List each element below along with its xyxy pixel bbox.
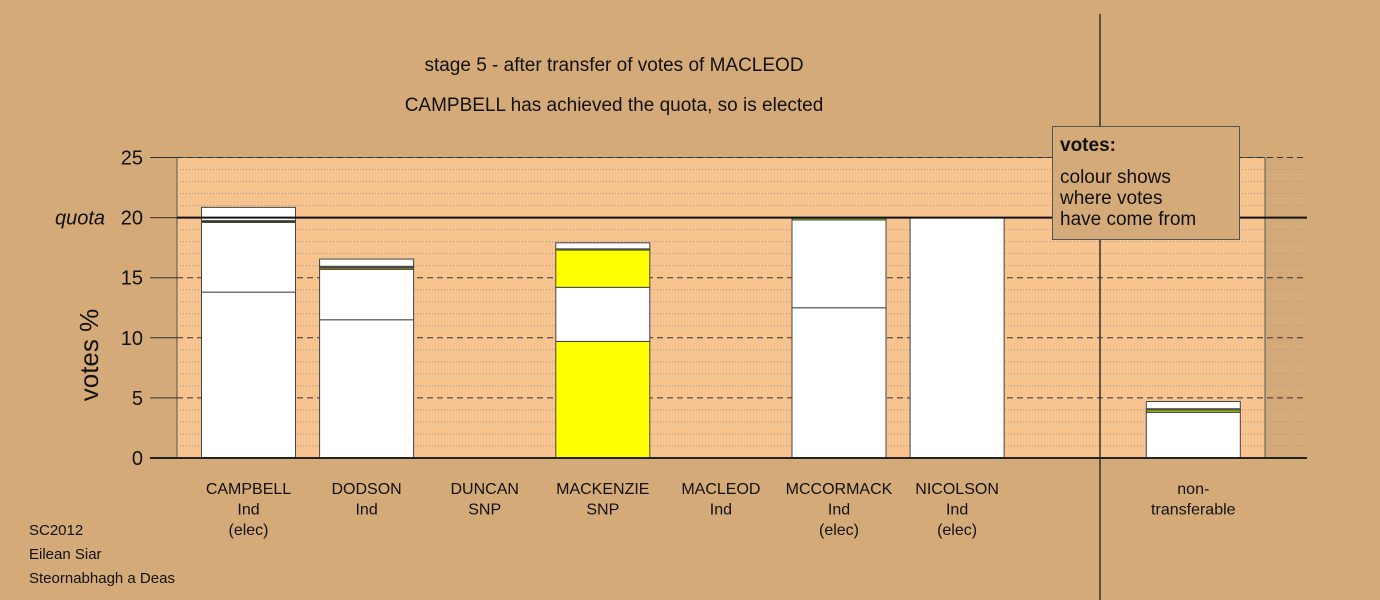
- bar-segment: [1145, 401, 1241, 410]
- bar-segment: [319, 319, 415, 459]
- bar-segment: [319, 258, 415, 267]
- chart-subtitle: CAMPBELL has achieved the quota, so is e…: [404, 95, 824, 116]
- x-tick-label: SNP: [468, 502, 501, 519]
- x-tick-label: NICOLSON: [915, 481, 999, 498]
- y-tick-label: 20: [121, 208, 143, 230]
- x-tick-label: MACKENZIE: [556, 481, 649, 498]
- chart-title: stage 5 - after transfer of votes of MAC…: [424, 55, 804, 76]
- x-tick-label: MACLEOD: [681, 481, 760, 498]
- bar-segment: [201, 221, 296, 293]
- legend-body: colour shows where votes have come from: [1060, 167, 1197, 230]
- x-tick-label: DODSON: [331, 481, 401, 498]
- bar-segment: [909, 217, 1005, 459]
- x-tick-label: DUNCAN: [450, 481, 518, 498]
- source-council: Eilean Siar: [29, 546, 102, 563]
- quota-label: quota: [55, 208, 105, 230]
- x-tick-label: Ind: [710, 502, 732, 519]
- x-tick-label: non-: [1177, 481, 1209, 498]
- x-tick-label: SNP: [586, 502, 619, 519]
- source-ward: Steornabhagh a Deas: [29, 570, 175, 587]
- bar-segment: [201, 206, 296, 222]
- legend-box: votes: colour shows where votes have com…: [1052, 126, 1240, 240]
- y-axis-label: votes %: [74, 309, 104, 402]
- x-tick-label: transferable: [1151, 502, 1236, 519]
- bar-segment: [201, 291, 296, 459]
- x-tick-label: Ind: [237, 502, 259, 519]
- y-tick-label: 0: [132, 448, 143, 470]
- bar-segment: [319, 268, 415, 321]
- x-tick-label: Ind: [355, 502, 377, 519]
- bar-segment: [791, 219, 887, 309]
- y-tick-label: 15: [121, 268, 143, 290]
- x-tick-label: Ind: [946, 502, 968, 519]
- x-tick-label: Ind: [828, 502, 850, 519]
- y-tick-label: 25: [121, 148, 143, 170]
- bar-segment: [1145, 411, 1241, 459]
- bar-segment: [555, 242, 651, 250]
- bar-segment: [555, 340, 651, 459]
- x-tick-label: (elec): [819, 522, 859, 539]
- source-label: SC2012: [29, 522, 84, 539]
- bar-segment: [791, 307, 887, 459]
- legend-title: votes:: [1060, 135, 1116, 156]
- y-tick-label: 5: [132, 388, 143, 410]
- x-tick-label: CAMPBELL: [206, 481, 291, 498]
- x-tick-label: (elec): [937, 522, 977, 539]
- x-tick-label: MCCORMACK: [786, 481, 893, 498]
- bar-segment: [555, 286, 651, 342]
- bar-segment: [555, 249, 651, 288]
- y-tick-label: 10: [121, 328, 143, 350]
- x-tick-label: (elec): [228, 522, 268, 539]
